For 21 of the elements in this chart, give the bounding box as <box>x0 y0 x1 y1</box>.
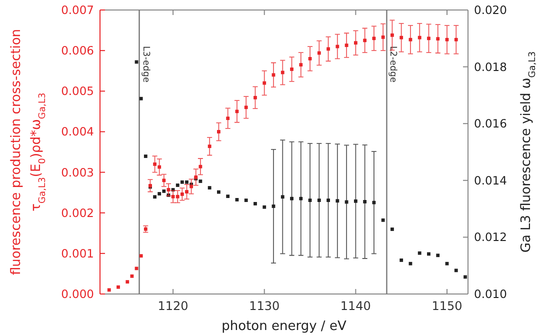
y-tick-label: 0.000 <box>61 287 94 301</box>
x-tick-label: 1120 <box>158 299 188 313</box>
y2-tick-label: 0.012 <box>474 230 507 244</box>
y-tick-label: 0.004 <box>61 124 94 139</box>
y-tick-label: 0.002 <box>61 206 94 220</box>
y-tick-label: 0.006 <box>61 44 94 58</box>
ref-line-label: L2-edge <box>388 46 398 83</box>
x-tick-label: 1150 <box>432 299 462 313</box>
y2-tick-label: 0.020 <box>474 3 507 17</box>
y-tick-label: 0.003 <box>61 165 94 180</box>
x-tick-label: 1130 <box>249 299 280 313</box>
y-tick-label: 0.007 <box>61 3 94 17</box>
ref-line-label: L3-edge <box>140 46 150 83</box>
x-tick-label: 1140 <box>340 299 371 313</box>
x-axis-title: photon energy / eV <box>222 319 346 334</box>
y2-tick-label: 0.016 <box>474 116 507 131</box>
y2-tick-label: 0.014 <box>474 173 507 188</box>
y2-tick-label: 0.018 <box>474 60 507 74</box>
y-tick-label: 0.005 <box>61 84 94 98</box>
y2-tick-label: 0.010 <box>474 287 507 301</box>
y-tick-label: 0.001 <box>61 246 94 260</box>
